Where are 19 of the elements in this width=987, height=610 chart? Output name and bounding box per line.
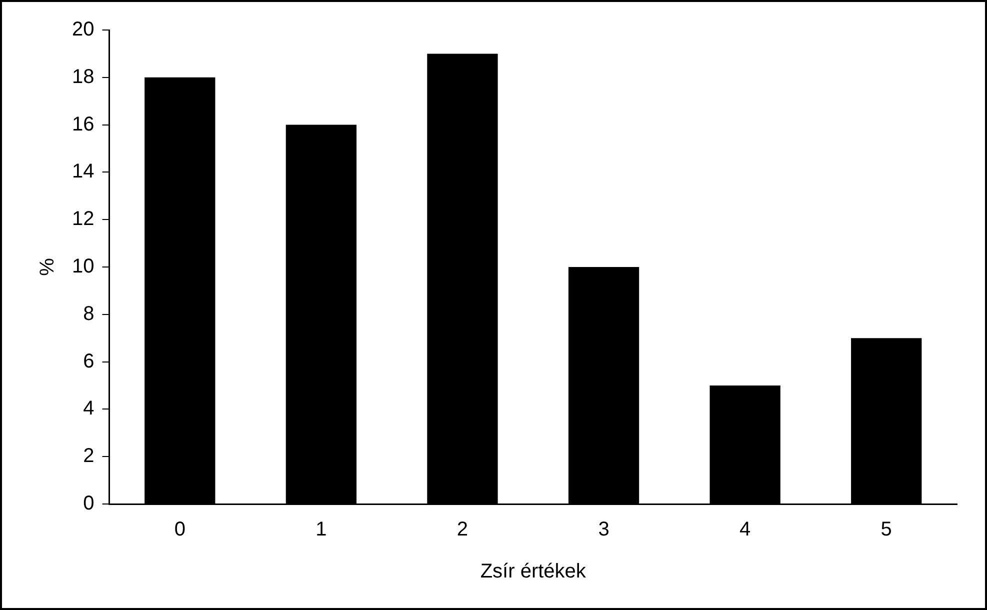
- y-tick-label: 18: [72, 66, 94, 88]
- y-tick-label: 0: [83, 492, 94, 515]
- y-tick-label: 12: [72, 208, 94, 230]
- y-tick-label: 6: [83, 350, 94, 372]
- x-axis-title: Zsír értékek: [480, 560, 587, 583]
- y-tick-label: 20: [72, 18, 94, 41]
- y-tick-label: 14: [72, 160, 94, 183]
- x-tick-label: 0: [174, 518, 186, 541]
- x-tick-label: 3: [598, 518, 610, 541]
- x-tick-label: 2: [456, 518, 468, 541]
- y-axis-title: %: [36, 258, 59, 276]
- y-tick-label: 16: [72, 113, 94, 136]
- y-tick-label: 8: [83, 302, 94, 325]
- y-tick-label: 10: [72, 256, 94, 278]
- x-tick-label: 4: [740, 518, 751, 541]
- y-tick-label: 2: [83, 445, 94, 468]
- x-tick-label: 1: [316, 518, 327, 541]
- y-tick-label: 4: [83, 398, 94, 420]
- x-tick-label: 5: [880, 518, 892, 541]
